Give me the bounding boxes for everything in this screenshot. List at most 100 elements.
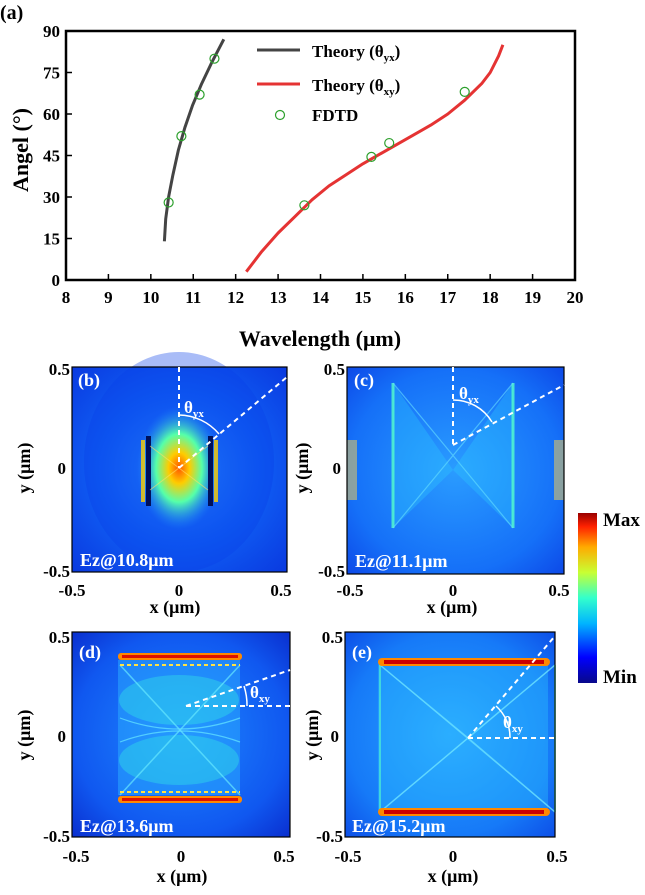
panel-b-ytick-mid: 0 [58, 459, 67, 478]
y-tick-label: 60 [43, 105, 60, 124]
panel-c: θyx (c) Ez@11.1μm 0.5 0 -0.5 -0.5 0 0.5 … [292, 360, 570, 618]
x-tick-label: 14 [312, 288, 330, 307]
panel-d-xtick-mid: 0 [177, 847, 186, 866]
x-tick-label: 16 [397, 288, 414, 307]
panel-e-field-label: Ez@15.2μm [352, 816, 445, 836]
legend-label-fdtd: FDTD [312, 106, 358, 125]
panel-e: θxy (e) Ez@15.2μm 0.5 0 -0.5 -0.5 0 0.5 … [302, 628, 568, 887]
panel-c-angle-arc [452, 399, 493, 423]
panel-c-ytick-bottom: -0.5 [318, 562, 345, 581]
panel-d: θxy (d) Ez@13.6μm 0.5 0 -0.5 -0.5 0 0.5 … [14, 628, 295, 887]
panel-d-ytick-mid: 0 [58, 727, 67, 746]
x-tick-label: 11 [185, 288, 201, 307]
y-tick-label: 15 [43, 230, 60, 249]
panel-c-xtick-right: 0.5 [548, 581, 569, 600]
colorbar: Max Min [578, 510, 640, 688]
panel-c-ytick-mid: 0 [333, 459, 342, 478]
panel-d-xtick-right: 0.5 [273, 847, 294, 866]
panel-c-xtick-left: -0.5 [337, 581, 364, 600]
legend-label-theory-xy: Theory (θxy) [312, 76, 400, 98]
panel-b-ytick-bottom: -0.5 [43, 562, 70, 581]
panel-d-ytick-top: 0.5 [49, 628, 70, 647]
x-tick-label: 12 [227, 288, 244, 307]
y-tick-label: 45 [43, 147, 60, 166]
panel-b-angle-arc [178, 414, 220, 435]
panel-d-angle-label: θxy [250, 683, 270, 705]
x-tick-label: 15 [354, 288, 371, 307]
legend-label-theory-yx: Theory (θyx) [312, 42, 400, 64]
panel-e-xtick-left: -0.5 [335, 847, 362, 866]
y-tick-label: 75 [43, 64, 60, 83]
fdtd-point [384, 137, 395, 149]
panel-c-y-axis-label: y (μm) [292, 443, 313, 494]
panel-b-ytick-top: 0.5 [49, 360, 70, 379]
panel-d-angle-dash [185, 669, 291, 707]
panel-d-x-axis-label: x (μm) [157, 866, 208, 887]
panel-c-field-label: Ez@11.1μm [355, 551, 447, 571]
panel-e-angle-label: θxy [503, 713, 523, 735]
panel-d-label: (d) [79, 642, 101, 663]
panel-c-label: (c) [354, 370, 374, 391]
panel-d-angle-arc [243, 685, 248, 707]
fdtd-point [176, 131, 187, 142]
panel-b-xtick-right: 0.5 [270, 581, 291, 600]
panel-d-field-label: Ez@13.6μm [80, 816, 173, 836]
panel-e-x-axis-label: x (μm) [428, 866, 479, 887]
x-tick-label: 17 [439, 288, 457, 307]
panel-d-ytick-bottom: -0.5 [43, 827, 70, 846]
series-line-0 [162, 38, 226, 242]
panel-a-label: (a) [0, 2, 23, 24]
fdtd-point [209, 53, 220, 64]
panel-e-ytick-bottom: -0.5 [316, 827, 343, 846]
panel-c-map [347, 367, 564, 574]
panel-d-y-axis-label: y (μm) [14, 710, 35, 761]
series-line-1 [245, 44, 505, 273]
fdtd-point [299, 200, 310, 211]
colorbar-gradient [578, 513, 597, 683]
legend-marker-fdtd [274, 109, 286, 121]
y-tick-label: 90 [43, 22, 60, 41]
panel-b-xtick-left: -0.5 [59, 581, 86, 600]
colorbar-max-label: Max [603, 510, 640, 531]
panel-e-angle-dash [467, 635, 556, 739]
panel-a: (a) 8 9 10 11 12 13 14 15 16 17 18 19 20 0 15 30 45 60 75… [0, 2, 584, 351]
panel-b-angle-label: θyx [184, 398, 204, 420]
panel-d-xtick-left: -0.5 [63, 847, 90, 866]
panel-e-y-axis-label: y (μm) [302, 710, 323, 761]
panel-a-series [162, 38, 505, 273]
panel-c-x-axis-label: x (μm) [427, 597, 478, 618]
panel-e-xtick-mid: 0 [449, 847, 458, 866]
panel-b-xtick-mid: 0 [175, 581, 184, 600]
panel-b-label: (b) [78, 370, 100, 391]
panel-b-right-bar [208, 436, 213, 506]
fdtd-point [366, 151, 377, 162]
panel-e-angle-arc [495, 705, 511, 739]
panel-a-y-ticks: 0 15 30 45 60 75 90 [43, 22, 72, 290]
fdtd-point [194, 89, 205, 100]
panel-a-x-axis-label: Wavelength (μm) [239, 326, 401, 351]
panel-c-angle-label: θyx [459, 384, 479, 406]
x-tick-label: 20 [567, 288, 584, 307]
panel-a-y-axis-label: Angel (°) [8, 108, 33, 192]
y-tick-label: 30 [43, 188, 60, 207]
panel-e-xtick-right: 0.5 [546, 847, 567, 866]
x-tick-label: 13 [270, 288, 287, 307]
panel-a-x-ticks: 8 9 10 11 12 13 14 15 16 17 18 19 20 [62, 274, 584, 307]
colorbar-min-label: Min [603, 667, 637, 688]
x-tick-label: 19 [524, 288, 541, 307]
panel-b-angle-dash [178, 376, 288, 469]
x-tick-label: 10 [142, 288, 159, 307]
panel-a-legend: Theory (θyx) Theory (θxy) FDTD [257, 42, 400, 125]
panel-c-ytick-top: 0.5 [324, 360, 345, 379]
panel-e-ytick-mid: 0 [331, 727, 340, 746]
x-tick-label: 18 [482, 288, 499, 307]
panel-b-y-axis-label: y (μm) [14, 443, 35, 494]
panel-c-xtick-mid: 0 [449, 581, 458, 600]
x-tick-label: 9 [104, 288, 113, 307]
panel-b-x-axis-label: x (μm) [150, 597, 201, 618]
panel-c-angle-dash [452, 384, 565, 446]
panel-b: θyx (b) Ez@10.8μm 0.5 0 -0.5 -0.5 0 0.5 … [14, 352, 292, 618]
fdtd-point [459, 86, 470, 97]
panel-e-ytick-top: 0.5 [322, 628, 343, 647]
